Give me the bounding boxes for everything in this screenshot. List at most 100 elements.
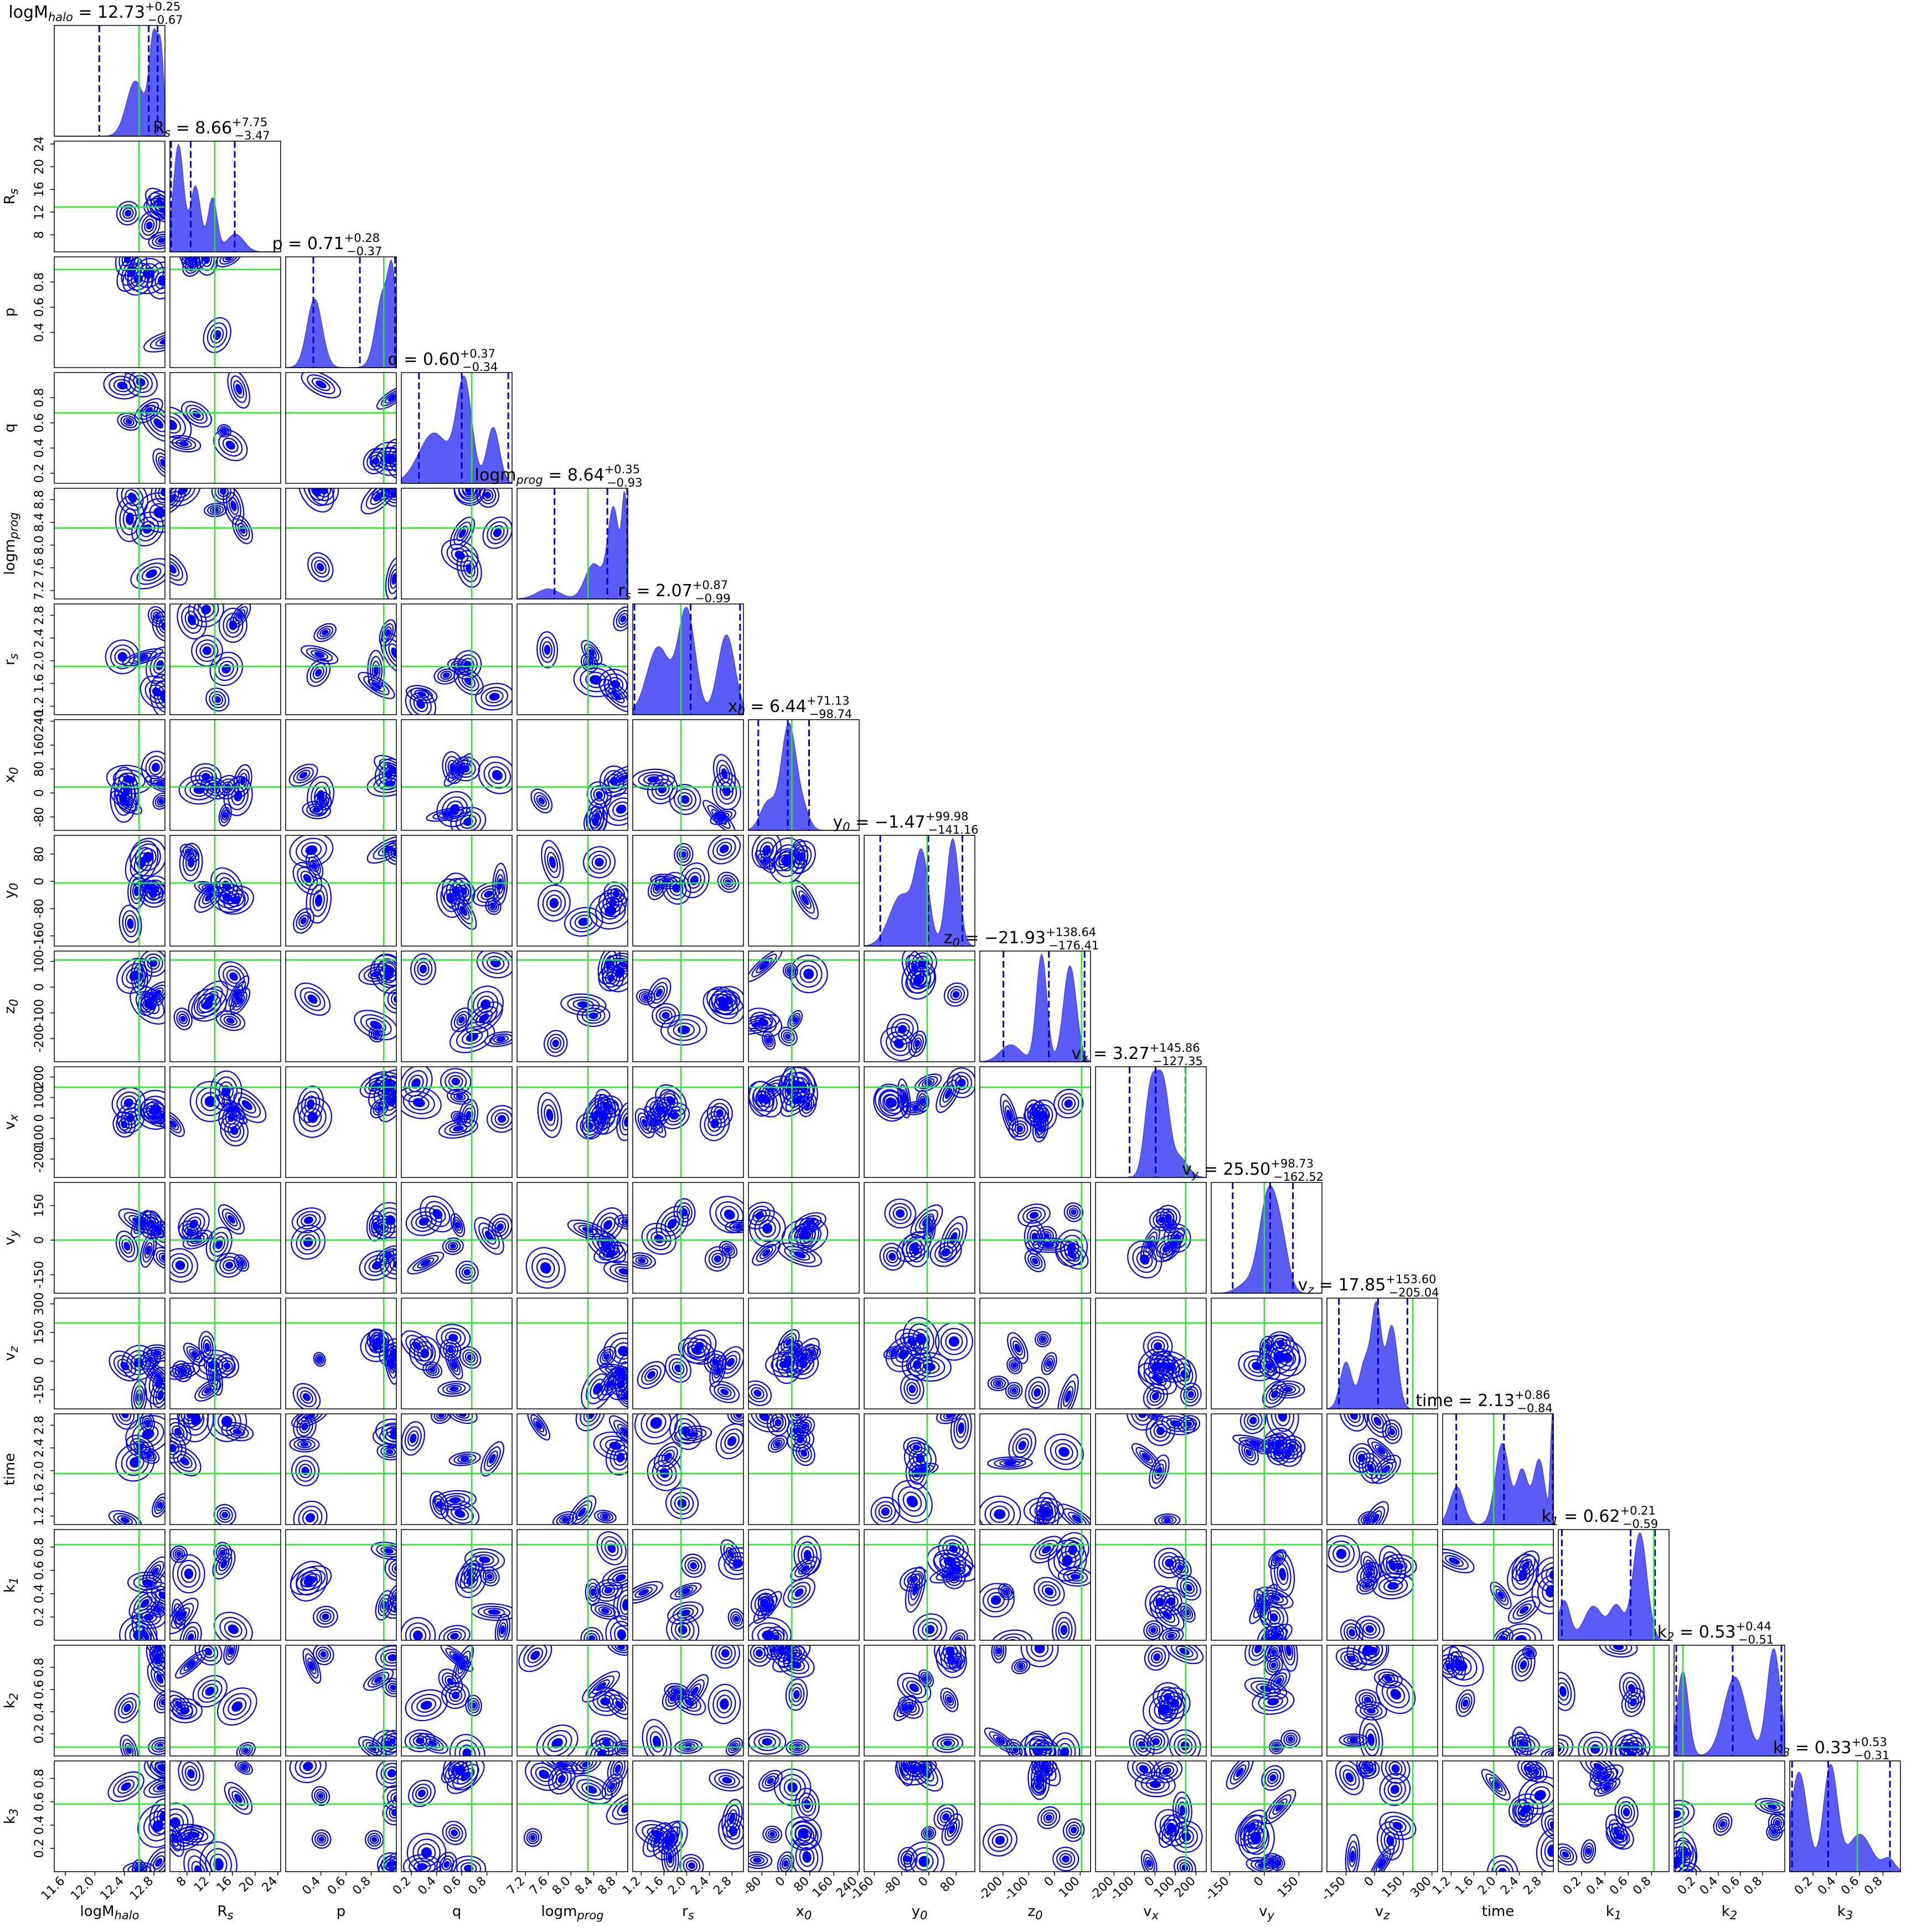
contour-ellipse: [915, 1040, 921, 1048]
contour-ellipse: [417, 1257, 435, 1269]
contour-ellipse: [307, 374, 335, 395]
contour-ellipse: [749, 1209, 786, 1248]
ylabel-p: p: [2, 308, 18, 317]
contour-ellipse: [1153, 1423, 1168, 1438]
contour-ellipse: [994, 1509, 1006, 1520]
contour-ellipse: [1261, 1437, 1281, 1452]
contour-ellipse: [369, 1835, 379, 1845]
contour-ellipse: [125, 1742, 134, 1756]
contour-ellipse: [1062, 1855, 1070, 1863]
contour-ellipse: [293, 908, 314, 934]
contour-ellipse: [988, 1828, 1013, 1852]
xlabel-vz: vz: [1375, 1903, 1390, 1922]
contour-ellipse: [724, 1804, 740, 1832]
contour-ellipse: [1020, 1645, 1059, 1667]
contour-ellipse: [1620, 1733, 1651, 1756]
contour-ellipse: [940, 1687, 959, 1712]
contour-panel-x0-logMhalo: [54, 719, 166, 831]
contour-ellipse: [148, 1366, 165, 1398]
contour-ellipse: [442, 672, 450, 678]
contour-ellipse: [598, 888, 627, 917]
contour-ellipse: [457, 1655, 468, 1675]
contour-ellipse: [474, 1217, 504, 1255]
contour-ellipse: [638, 1258, 646, 1263]
contour-ellipse: [183, 1657, 199, 1671]
contour-ellipse: [1034, 1331, 1051, 1347]
contour-ellipse: [307, 552, 334, 582]
contour-ellipse: [1151, 1392, 1159, 1401]
contour-ellipse: [432, 1495, 446, 1515]
contour-panel-z0-x0: [748, 950, 860, 1062]
xtick-label-k1: 0.8: [1630, 1874, 1654, 1898]
contour-ellipse: [122, 799, 131, 807]
contour-ellipse: [500, 1625, 505, 1635]
contour-ellipse: [121, 1701, 134, 1716]
contour-ellipse: [378, 843, 396, 856]
contour-ellipse: [377, 1207, 396, 1233]
contour-ellipse: [1518, 1558, 1532, 1573]
contour-ellipse: [984, 1727, 1017, 1754]
contour-ellipse: [614, 1266, 628, 1277]
contour-ellipse: [1043, 1355, 1055, 1372]
contour-ellipse: [187, 614, 197, 626]
contour-ellipse: [1547, 1845, 1553, 1857]
contour-ellipse: [388, 643, 396, 663]
contour-ellipse: [213, 330, 221, 340]
panel-frame: [516, 1760, 628, 1872]
contour-ellipse: [773, 1768, 812, 1806]
contour-ellipse: [1053, 1738, 1076, 1756]
contour-ellipse: [389, 1806, 396, 1819]
contour-ellipse: [1443, 1654, 1461, 1678]
contour-ellipse: [649, 1731, 664, 1753]
contour-ellipse: [645, 1090, 676, 1133]
contour-ellipse: [202, 1683, 219, 1699]
contour-ellipse: [601, 1236, 616, 1253]
panel-frame: [748, 1413, 860, 1525]
ytick-label-vx: -100: [33, 1125, 47, 1153]
contour-ellipse: [217, 1414, 236, 1432]
contour-ellipse: [528, 1833, 538, 1842]
hist-panel-logmprog: [516, 488, 628, 600]
contour-ellipse: [187, 1831, 199, 1838]
contour-ellipse: [388, 564, 396, 595]
contour-ellipse: [452, 877, 476, 905]
contour-ellipse: [614, 1342, 628, 1360]
contour-ellipse: [153, 1782, 165, 1792]
contour-ellipse: [455, 1221, 460, 1229]
contour-ellipse: [900, 1761, 910, 1776]
contour-panel-vz-vx: [1095, 1298, 1207, 1409]
contour-ellipse: [593, 1510, 617, 1523]
contour-ellipse: [226, 969, 241, 984]
contour-ellipse: [370, 1541, 396, 1561]
contour-ellipse: [990, 1377, 1006, 1389]
contour-ellipse: [409, 1626, 427, 1640]
contour-ellipse: [153, 507, 165, 518]
contour-ellipse: [941, 1813, 963, 1846]
contour-ellipse: [170, 420, 178, 430]
contour-ellipse: [1345, 1833, 1360, 1872]
contour-ellipse: [146, 1105, 159, 1117]
contour-ellipse: [585, 1010, 602, 1021]
contour-ellipse: [206, 322, 228, 348]
contour-ellipse: [1039, 1228, 1054, 1243]
contour-ellipse: [122, 1739, 136, 1756]
contour-ellipse: [219, 1510, 231, 1521]
contour-ellipse: [178, 1827, 209, 1843]
contour-ellipse: [125, 915, 136, 933]
contour-ellipse: [107, 1771, 144, 1802]
contour-ellipse: [146, 991, 161, 1004]
contour-ellipse: [390, 992, 396, 1006]
contour-ellipse: [1031, 1645, 1049, 1657]
contour-ellipse: [1063, 1508, 1091, 1525]
contour-ellipse: [360, 488, 396, 515]
contour-ellipse: [363, 966, 389, 982]
contour-ellipse: [1185, 1421, 1192, 1427]
contour-ellipse: [1154, 1342, 1163, 1351]
contour-ellipse: [440, 884, 461, 912]
contour-ellipse: [386, 1426, 396, 1440]
contour-ellipse: [1594, 1768, 1619, 1786]
xtick-label-p: 0.4: [299, 1874, 323, 1898]
contour-ellipse: [1367, 1733, 1375, 1747]
contour-ellipse: [794, 1588, 804, 1597]
contour-ellipse: [1062, 1818, 1085, 1842]
